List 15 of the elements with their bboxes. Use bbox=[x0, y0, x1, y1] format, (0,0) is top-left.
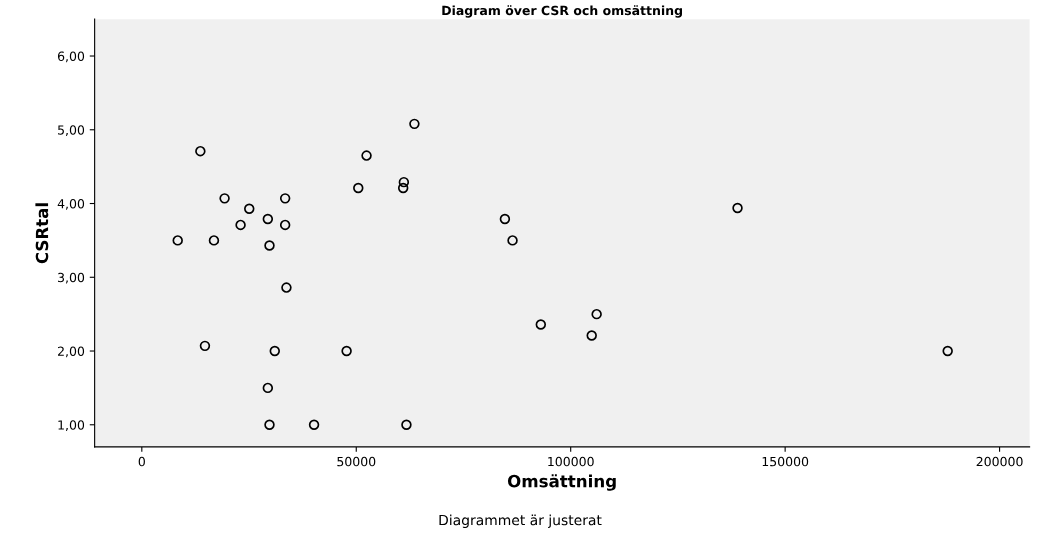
x-tick-label: 150000 bbox=[762, 456, 809, 467]
x-axis-title: Omsättning bbox=[507, 474, 616, 491]
y-axis-title: CSRtal bbox=[35, 203, 49, 264]
x-tick-label: 100000 bbox=[548, 456, 594, 467]
y-tick-label: 5,00 bbox=[58, 125, 85, 136]
x-tick-label: 50000 bbox=[337, 456, 376, 467]
y-tick-label: 2,00 bbox=[58, 346, 85, 358]
y-tick-label: 3,00 bbox=[58, 272, 85, 284]
y-tick-label: 4,00 bbox=[57, 198, 85, 210]
y-tick-label: 6,00 bbox=[57, 51, 85, 63]
x-tick-label: 200000 bbox=[976, 456, 1023, 467]
chart-title: Diagram över CSR och omsättning bbox=[442, 5, 682, 18]
y-tick-label: 1,00 bbox=[58, 420, 85, 431]
text: Diagrammet är justerat bbox=[439, 514, 602, 529]
x-tick-label: 0 bbox=[138, 456, 145, 467]
